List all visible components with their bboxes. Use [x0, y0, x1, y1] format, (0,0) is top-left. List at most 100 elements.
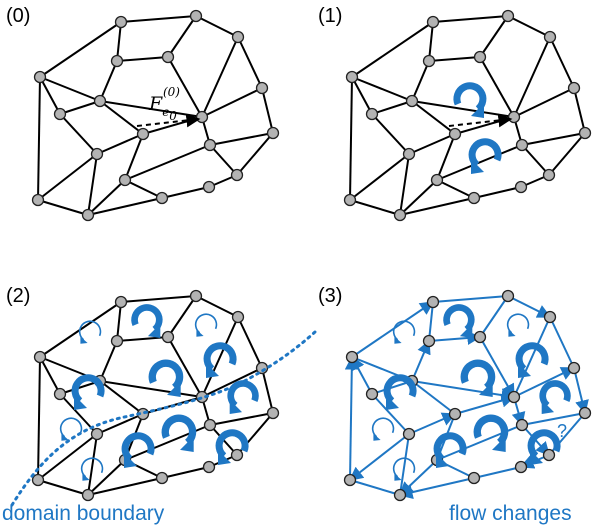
- mesh-edge: [573, 367, 589, 415]
- mesh-node: [31, 473, 45, 487]
- mesh-edge: [473, 186, 522, 199]
- mesh-edge: [432, 15, 509, 23]
- rotation-thick-icon: [165, 418, 193, 452]
- mesh-node: [578, 126, 592, 140]
- mesh-node: [467, 471, 481, 485]
- mesh-edge: [99, 380, 203, 398]
- mesh-edge: [99, 100, 144, 135]
- rotation-thick-icon: [447, 307, 473, 338]
- mesh-edge: [87, 197, 163, 216]
- mesh-node: [501, 9, 515, 23]
- mesh-edge: [507, 15, 551, 38]
- rotation-clockwise-icon: [457, 86, 484, 118]
- panel-label-0: (0): [6, 5, 30, 27]
- mesh-node: [365, 387, 379, 401]
- mesh-edge: [411, 380, 516, 402]
- mesh-node: [114, 15, 128, 29]
- mesh-edge: [99, 340, 118, 382]
- mesh-edge: [87, 179, 126, 216]
- mesh-edge: [428, 301, 434, 342]
- panel-label-2: (2): [6, 285, 30, 307]
- mesh-node: [473, 50, 487, 64]
- rotation-thick-icon: [518, 346, 545, 378]
- mesh-node: [448, 407, 462, 421]
- mesh-edge: [124, 144, 211, 181]
- mesh-edge: [351, 301, 435, 358]
- mesh-node: [426, 15, 440, 29]
- mesh-node: [422, 334, 436, 348]
- mesh-node: [543, 310, 557, 324]
- mesh-edge: [351, 355, 373, 395]
- rotation-thick-icon: [74, 378, 101, 410]
- mesh-edge: [411, 380, 456, 415]
- mesh-node: [467, 191, 481, 205]
- mesh-edge: [399, 153, 410, 216]
- mesh-edge: [59, 380, 101, 395]
- mesh-edge: [87, 153, 98, 216]
- mesh-edge: [371, 113, 410, 155]
- rotation-thick-icon: [477, 418, 505, 452]
- mesh-edge: [428, 21, 434, 62]
- mesh-node: [118, 173, 132, 187]
- mesh-edge: [351, 21, 434, 78]
- rotation-thick-icon: [386, 378, 413, 410]
- mesh-edge: [59, 100, 101, 115]
- mesh-node: [507, 390, 521, 404]
- mesh-node: [230, 168, 244, 182]
- mesh-edge: [408, 133, 456, 155]
- rotation-thick-icon: [230, 383, 256, 414]
- mesh-node: [543, 30, 557, 44]
- rotation-thin-icon: [392, 320, 416, 345]
- mesh-node: [567, 361, 581, 375]
- mesh-node: [343, 473, 357, 487]
- rotation-thin-icon: [194, 313, 218, 338]
- mesh-edge: [161, 466, 210, 479]
- mesh-edge: [521, 412, 586, 426]
- mesh-edge: [96, 413, 144, 435]
- mesh-edge: [411, 100, 515, 118]
- mesh-node: [161, 330, 175, 344]
- mesh-node: [231, 30, 245, 44]
- mesh-node: [473, 330, 487, 344]
- mesh-edge: [436, 133, 456, 181]
- mesh-edge: [521, 144, 550, 176]
- mesh-edge: [261, 87, 274, 134]
- mesh-edge: [99, 100, 203, 118]
- mesh-node: [345, 70, 359, 84]
- mesh-edge: [408, 412, 457, 435]
- mesh-edge: [573, 87, 586, 134]
- mesh-edge: [167, 295, 197, 338]
- mesh-edge: [116, 336, 169, 342]
- rotation-thick-icon: [206, 346, 233, 378]
- mesh-edge: [411, 60, 430, 102]
- mesh-node: [136, 127, 150, 141]
- mesh-edge: [344, 355, 359, 481]
- mesh-node: [203, 138, 217, 152]
- mesh-edge: [411, 100, 456, 135]
- mesh-edge: [39, 76, 61, 115]
- mesh-node: [195, 110, 209, 124]
- rotation-thin-icon: [371, 417, 395, 442]
- mesh-edge: [479, 15, 509, 58]
- mesh-node: [110, 54, 124, 68]
- mesh-node: [203, 418, 217, 432]
- mesh-panel-0: [31, 9, 280, 222]
- mesh-edge: [237, 36, 263, 89]
- mesh-node: [266, 406, 280, 420]
- mesh-edge: [371, 393, 410, 435]
- mesh-edge: [479, 336, 515, 399]
- mesh-edge: [195, 15, 239, 38]
- mesh-edge: [548, 132, 586, 176]
- mesh-node: [33, 70, 47, 84]
- mesh-node: [343, 193, 357, 207]
- mesh-node: [161, 50, 175, 64]
- mesh-edge: [513, 36, 551, 118]
- mesh-edge: [37, 479, 89, 496]
- flow-label: Fe0(0): [148, 85, 180, 123]
- mesh-node: [393, 208, 407, 222]
- mesh-edge: [37, 153, 98, 201]
- mesh-node: [53, 107, 67, 121]
- mesh-edge: [436, 179, 475, 199]
- mesh-edge: [167, 56, 203, 118]
